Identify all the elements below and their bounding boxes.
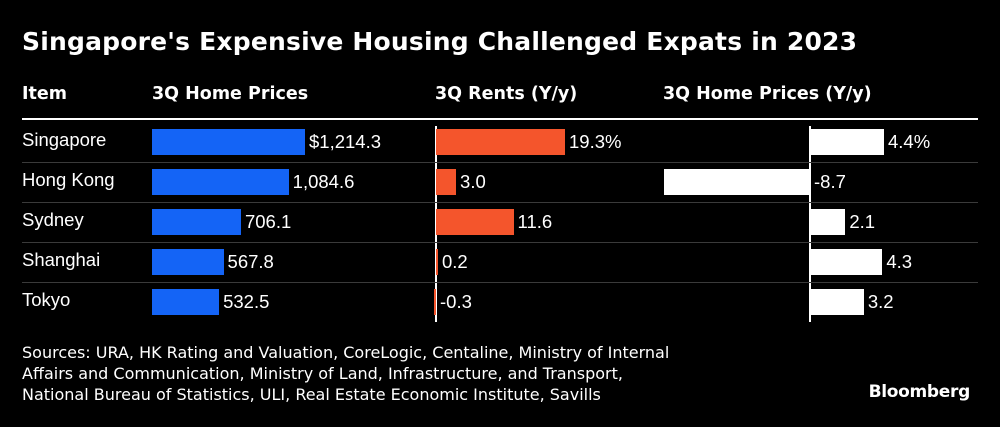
bar-series-2-row-3 <box>810 249 883 275</box>
category-label: Sydney <box>22 209 84 230</box>
sources-line-3: National Bureau of Statistics, ULI, Real… <box>22 385 601 404</box>
category-label: Singapore <box>22 129 107 150</box>
bar-series-0-row-4 <box>152 289 220 315</box>
data-label-series-1-row-4: -0.3 <box>440 291 472 312</box>
row-separator <box>22 282 978 283</box>
bar-series-1-row-0 <box>436 129 565 155</box>
row-separator <box>22 162 978 163</box>
data-label-series-0-row-4: 532.5 <box>223 291 270 312</box>
category-label: Hong Kong <box>22 169 115 190</box>
row-separator <box>22 242 978 243</box>
column-header-home-prices: 3Q Home Prices <box>152 84 309 104</box>
data-label-series-1-row-1: 3.0 <box>460 171 486 192</box>
sources-note: Sources: URA, HK Rating and Valuation, C… <box>22 342 822 405</box>
bar-series-1-row-1 <box>436 169 457 195</box>
column-header-item: Item <box>22 84 67 104</box>
bar-series-1-row-4 <box>433 289 436 315</box>
data-label-series-1-row-2: 11.6 <box>517 211 553 232</box>
data-label-series-2-row-0: 4.4% <box>888 131 931 152</box>
sources-line-2: Affairs and Communication, Ministry of L… <box>22 364 623 383</box>
bar-series-0-row-3 <box>152 249 224 275</box>
bloomberg-logo: Bloomberg <box>868 382 971 402</box>
data-label-series-1-row-0: 19.3% <box>569 131 622 152</box>
bar-series-2-row-1 <box>663 169 810 195</box>
data-label-series-0-row-1: 1,084.6 <box>292 171 355 192</box>
sources-line-1: Sources: URA, HK Rating and Valuation, C… <box>22 343 670 362</box>
data-label-series-0-row-3: 567.8 <box>227 251 274 272</box>
bar-series-2-row-2 <box>810 209 846 235</box>
data-label-series-0-row-2: 706.1 <box>244 211 292 232</box>
bar-series-1-row-3 <box>436 249 438 275</box>
column-header-home-prices-yy: 3Q Home Prices (Y/y) <box>663 84 872 104</box>
header-rule <box>22 118 978 120</box>
category-label: Tokyo <box>22 289 71 310</box>
bar-series-0-row-2 <box>152 209 241 235</box>
category-label: Shanghai <box>22 249 101 270</box>
chart-title: Singapore's Expensive Housing Challenged… <box>22 27 858 56</box>
data-label-series-1-row-3: 0.2 <box>442 251 468 272</box>
data-label-series-2-row-1: -8.7 <box>814 171 846 192</box>
data-label-series-0-row-0: $1,214.3 <box>309 131 382 152</box>
bar-series-0-row-0 <box>152 129 305 155</box>
bar-series-0-row-1 <box>152 169 289 195</box>
bar-series-2-row-0 <box>810 129 884 155</box>
column-header-rents-yy: 3Q Rents (Y/y) <box>435 84 578 104</box>
data-label-series-2-row-4: 3.2 <box>867 291 894 312</box>
row-separator <box>22 202 978 203</box>
bar-series-1-row-2 <box>436 209 514 235</box>
bar-series-2-row-4 <box>810 289 864 315</box>
data-label-series-2-row-3: 4.3 <box>886 251 913 272</box>
data-label-series-2-row-2: 2.1 <box>849 211 876 232</box>
